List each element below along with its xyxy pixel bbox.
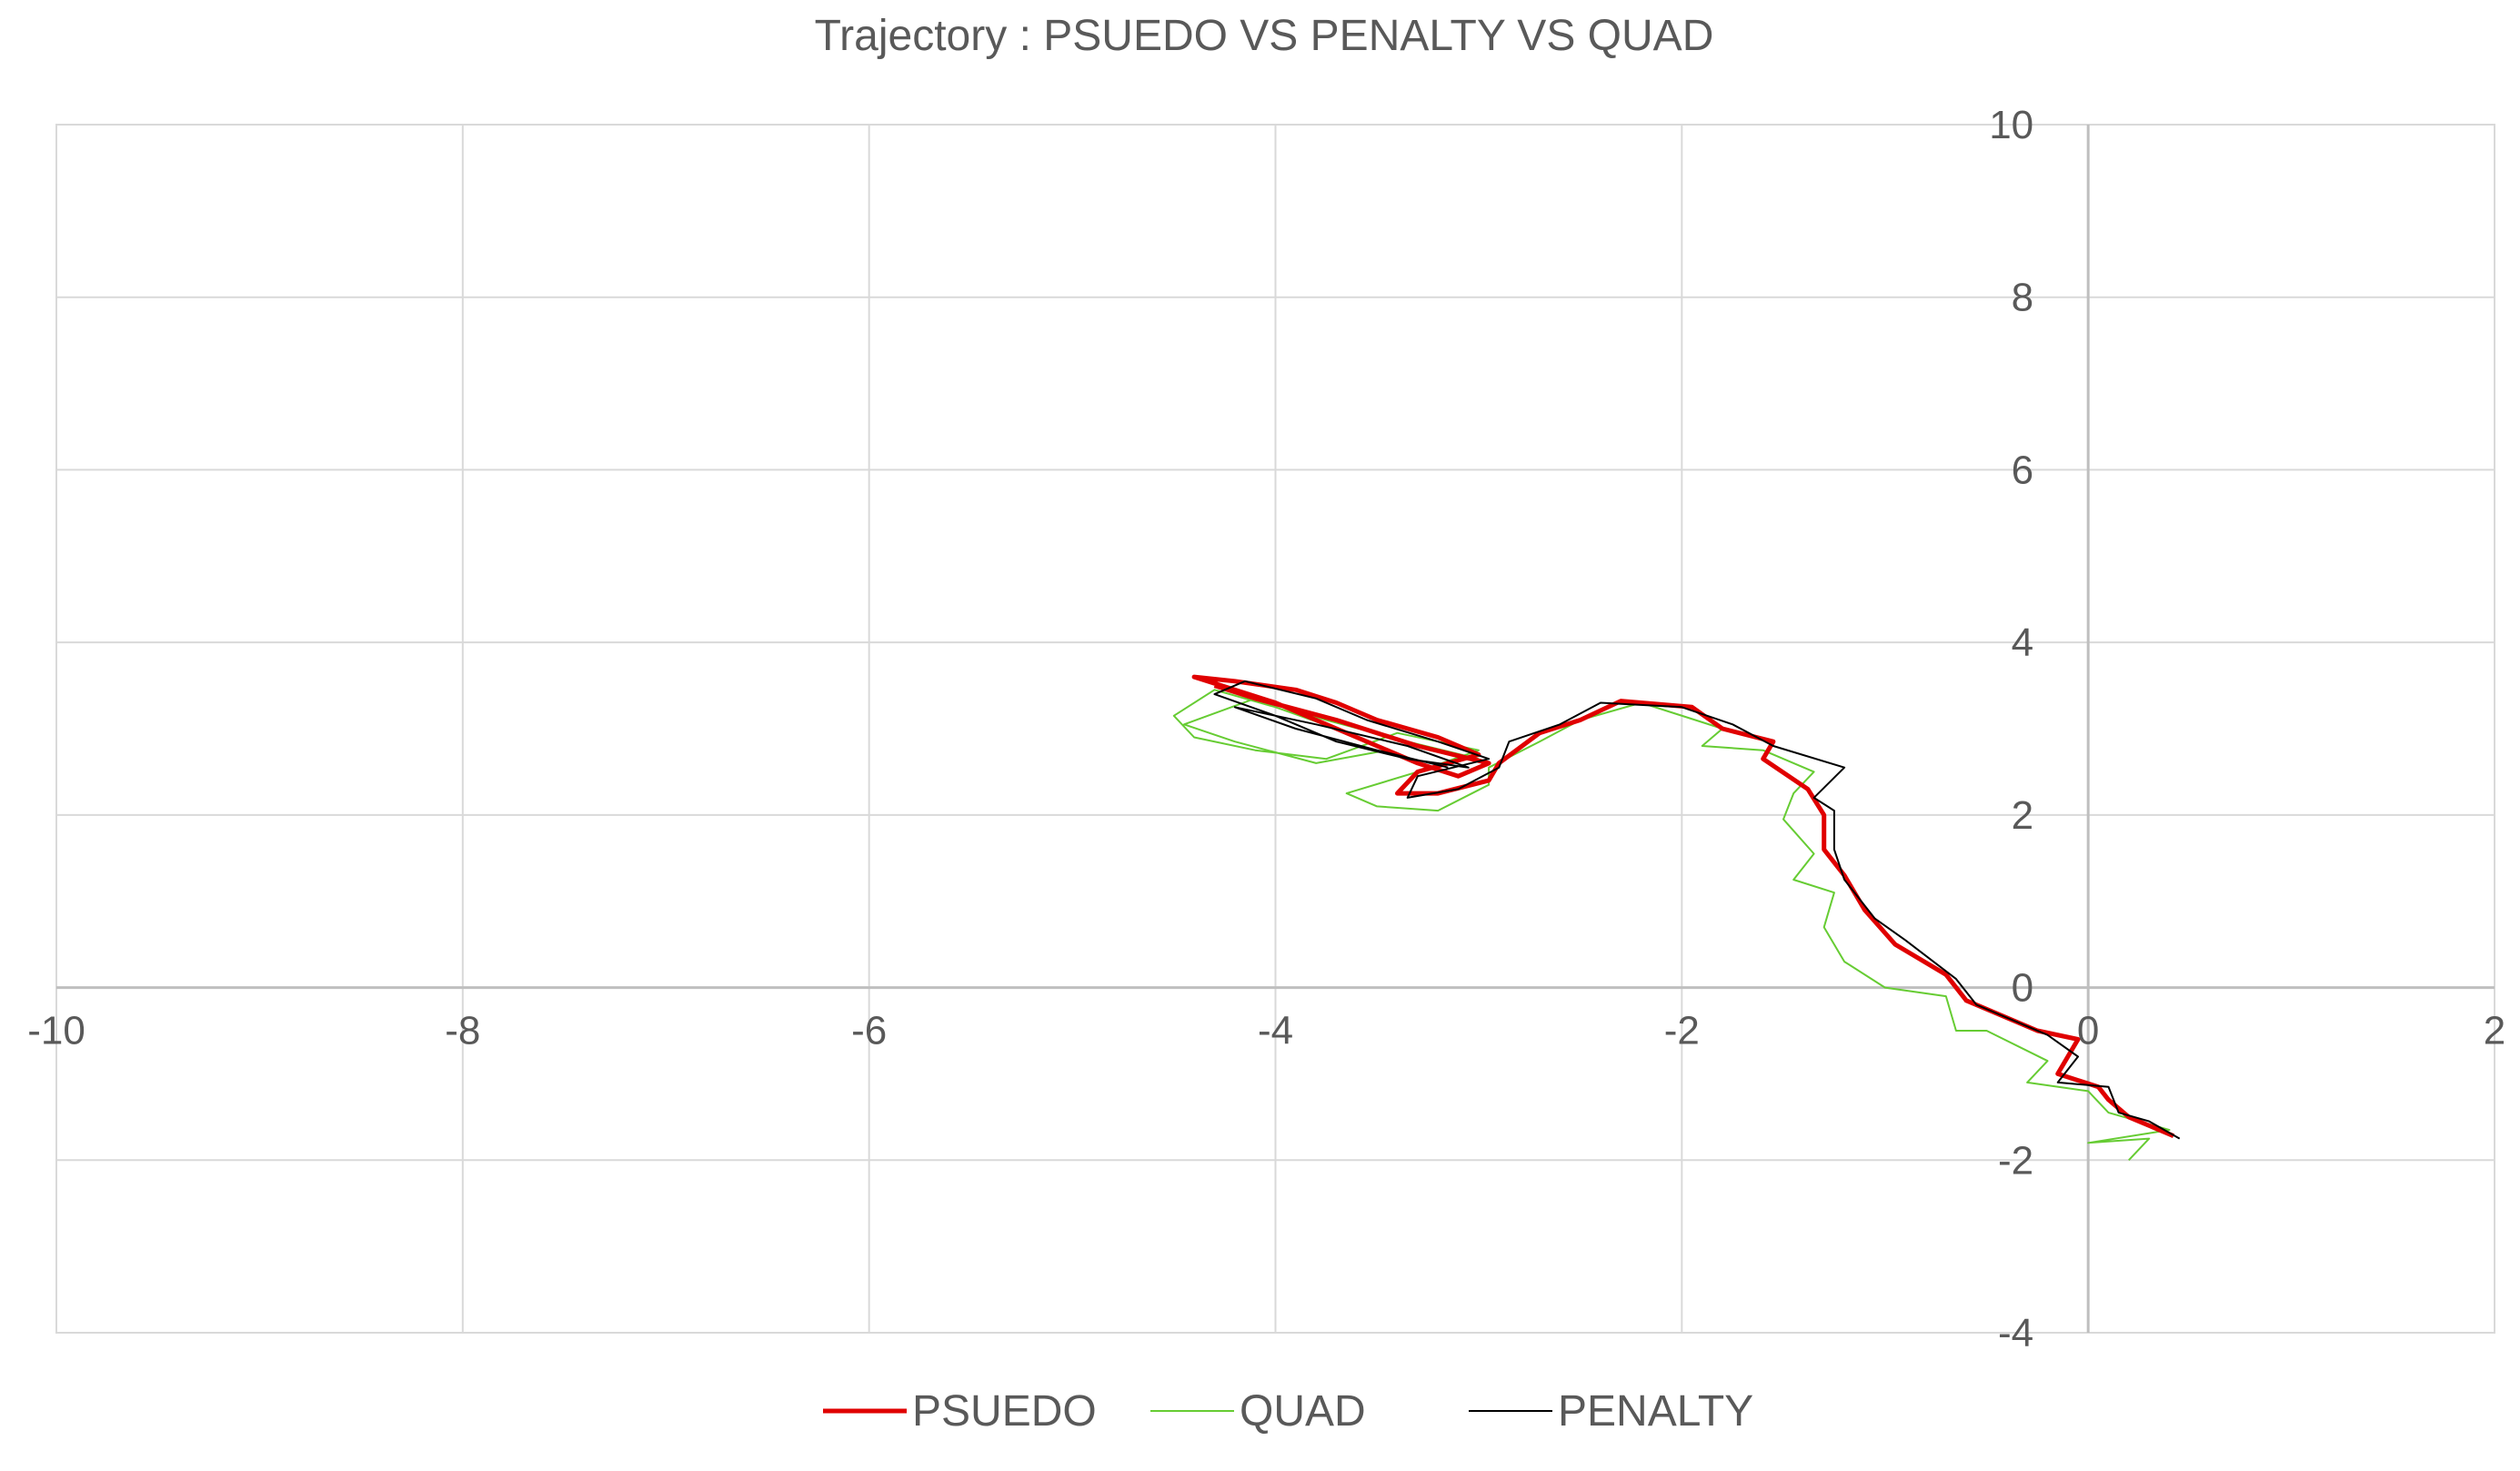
legend-label-psuedo: PSUEDO bbox=[912, 1387, 1097, 1436]
series-line-psuedo bbox=[1191, 674, 2174, 1139]
y-tick-label: -2 bbox=[1998, 1138, 2033, 1183]
x-tick-label: 2 bbox=[2484, 1009, 2505, 1053]
tick-labels: -10 -8 -6 -4 -2 0 2 -4 -2 0 2 4 6 8 10 bbox=[27, 103, 2505, 1355]
y-tick-label: 6 bbox=[2012, 448, 2033, 492]
x-tick-label: -2 bbox=[1664, 1009, 1700, 1053]
series-line-quad bbox=[1172, 689, 2171, 1161]
grid bbox=[55, 124, 2495, 1334]
legend-label-quad: QUAD bbox=[1240, 1387, 1366, 1436]
plot-area bbox=[1172, 674, 2181, 1161]
series-line-penalty bbox=[1213, 680, 2181, 1140]
y-tick-label: 8 bbox=[2012, 276, 2033, 320]
x-tick-label: -10 bbox=[27, 1009, 85, 1053]
y-tick-label: 0 bbox=[2012, 966, 2033, 1011]
legend-label-penalty: PENALTY bbox=[1558, 1387, 1753, 1436]
x-tick-label: -8 bbox=[445, 1009, 480, 1053]
x-tick-label: -4 bbox=[1258, 1009, 1293, 1053]
y-tick-label: 10 bbox=[1989, 103, 2033, 147]
y-tick-label: 4 bbox=[2012, 620, 2033, 665]
x-tick-label: -6 bbox=[851, 1009, 887, 1053]
legend: PSUEDO QUAD PENALTY bbox=[823, 1387, 1753, 1436]
chart-title: Trajectory : PSUEDO VS PENALTY VS QUAD bbox=[815, 12, 1714, 60]
y-tick-label: 2 bbox=[2012, 793, 2033, 838]
axes bbox=[56, 125, 2495, 1333]
x-tick-label: 0 bbox=[2077, 1009, 2099, 1053]
y-tick-label: -4 bbox=[1998, 1311, 2033, 1355]
